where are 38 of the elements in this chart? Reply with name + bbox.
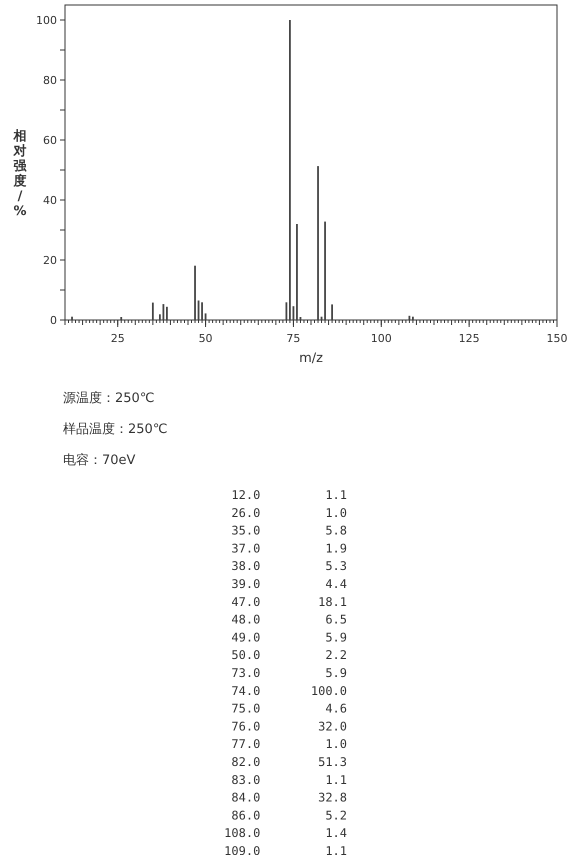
text: 26.0 1.0 bbox=[231, 506, 347, 520]
y-tick-label: 20 bbox=[43, 254, 57, 267]
text: 84.0 32.8 bbox=[231, 790, 347, 805]
text: 48.0 6.5 bbox=[231, 612, 347, 627]
text: 75.0 4.6 bbox=[231, 702, 347, 716]
text: 源温度：250℃ bbox=[63, 390, 154, 406]
y-tick-label: 60 bbox=[43, 134, 57, 147]
text: 86.0 5.2 bbox=[231, 808, 347, 822]
text: 83.0 1.1 bbox=[231, 772, 347, 787]
text: 108.0 1.4 bbox=[224, 826, 347, 840]
x-tick-label: 50 bbox=[198, 332, 213, 345]
text: 39.0 4.4 bbox=[231, 577, 347, 591]
text: 37.0 1.9 bbox=[231, 541, 347, 556]
text: 76.0 32.0 bbox=[231, 719, 347, 734]
x-tick-label: 100 bbox=[370, 332, 392, 345]
text: 38.0 5.3 bbox=[231, 559, 347, 574]
text: 49.0 5.9 bbox=[231, 630, 347, 644]
text: 74.0 100.0 bbox=[231, 684, 347, 698]
text: 82.0 51.3 bbox=[231, 755, 347, 769]
y-tick-label: 80 bbox=[43, 74, 57, 87]
text: 样品温度：250℃ bbox=[63, 421, 168, 437]
text: 50.0 2.2 bbox=[231, 648, 347, 662]
text: 109.0 1.1 bbox=[224, 844, 347, 855]
y-axis-title: 相对强度/% bbox=[12, 129, 28, 219]
y-tick-label: 40 bbox=[43, 194, 57, 207]
text: 电容：70eV bbox=[63, 452, 136, 468]
text: 73.0 5.9 bbox=[231, 666, 347, 680]
text: 12.0 1.1 bbox=[231, 488, 347, 502]
x-tick-label: 125 bbox=[458, 332, 480, 345]
x-tick-label: 25 bbox=[110, 332, 125, 345]
text: 35.0 5.8 bbox=[231, 524, 347, 538]
x-axis-title: m/z bbox=[299, 351, 324, 366]
y-tick-label: 100 bbox=[36, 14, 57, 27]
text: 47.0 18.1 bbox=[231, 594, 347, 609]
x-tick-label: 75 bbox=[286, 332, 300, 345]
y-tick-label: 0 bbox=[50, 314, 57, 327]
x-tick-label: 150 bbox=[546, 332, 568, 345]
text: 77.0 1.0 bbox=[231, 737, 347, 752]
